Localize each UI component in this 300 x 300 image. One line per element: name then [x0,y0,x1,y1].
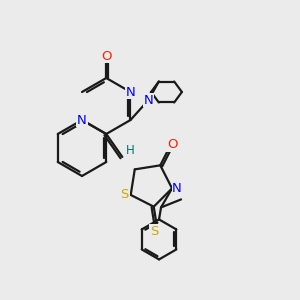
Text: O: O [101,50,112,62]
Text: N: N [172,182,182,195]
Text: H: H [126,144,135,158]
Text: O: O [167,138,178,151]
Text: S: S [150,225,158,238]
Text: N: N [77,113,87,127]
Text: S: S [121,188,129,201]
Text: N: N [144,94,153,106]
Text: N: N [126,85,135,98]
